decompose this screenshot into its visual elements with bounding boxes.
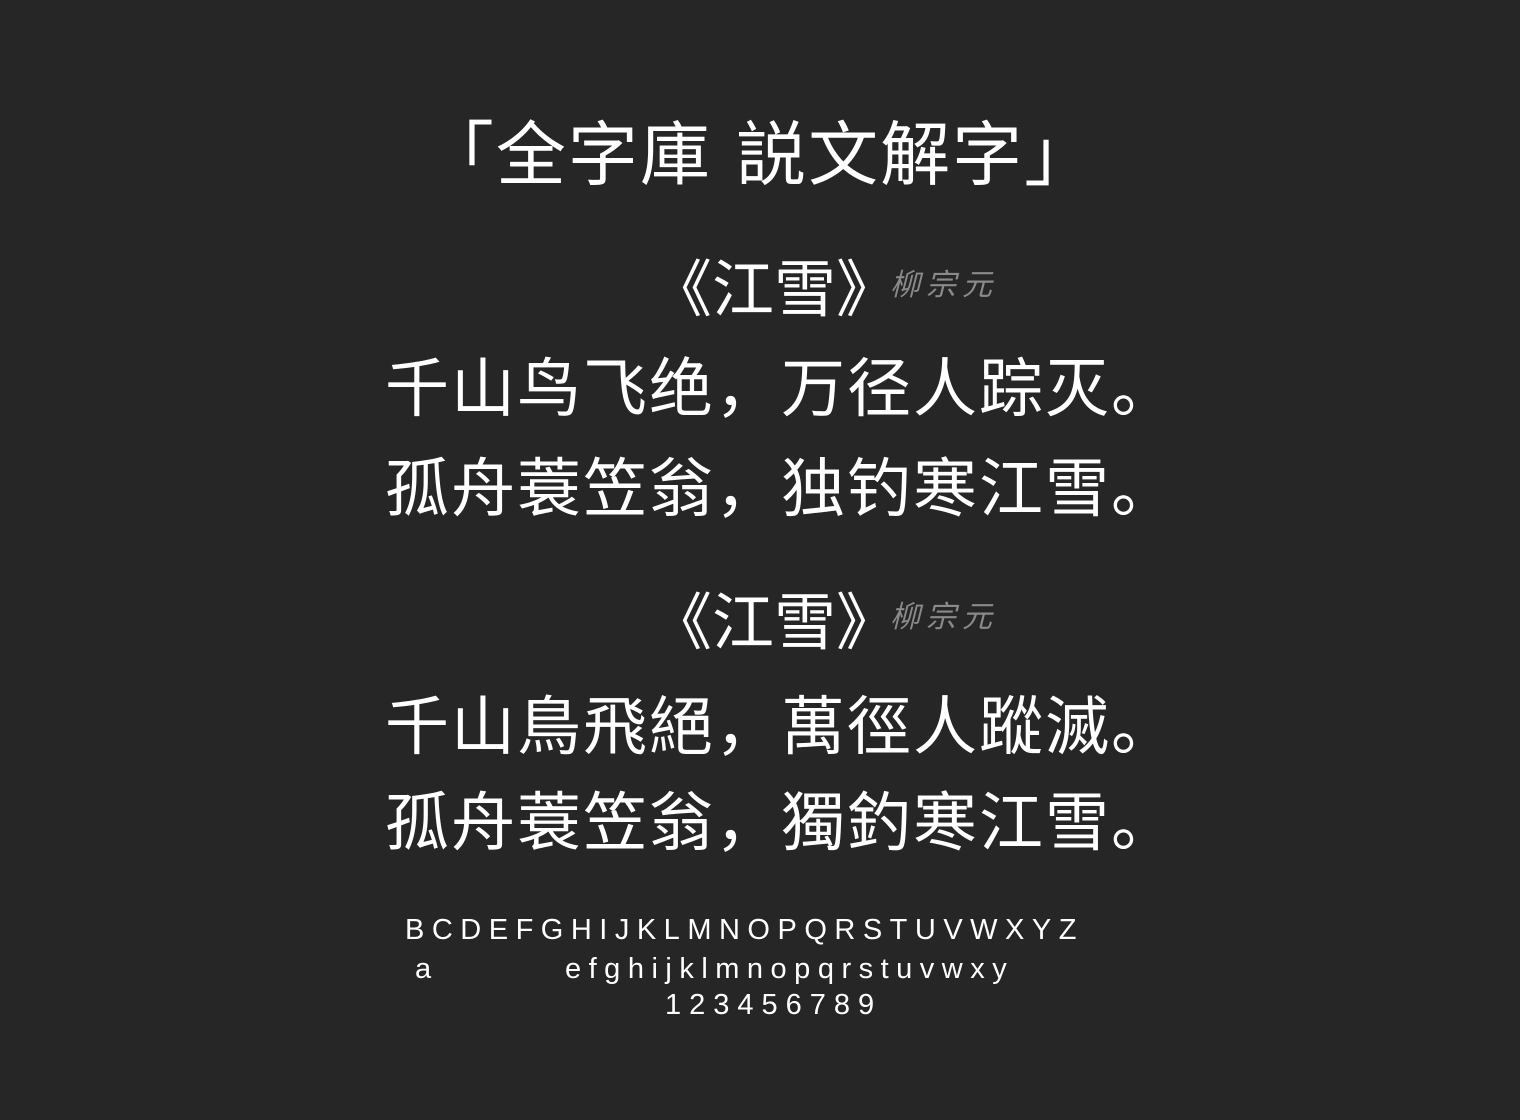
uppercase-sample: BCDEFGHIJKLMNOPQRSTUVWXYZ <box>405 914 1084 946</box>
digits-sample: 123456789 <box>665 989 883 1021</box>
poem-title-traditional: 《江雪》 <box>650 586 899 659</box>
lowercase-sample-a: a <box>415 953 439 985</box>
poem-line-traditional-1: 千山鳥飛絕，萬徑人蹤滅。 <box>385 691 1177 765</box>
poem-author-simplified: 柳宗元 <box>890 268 998 303</box>
poem-author-traditional: 柳宗元 <box>890 600 998 635</box>
poem-line-traditional-2: 孤舟蓑笠翁，獨釣寒江雪。 <box>385 787 1177 861</box>
poem-title-simplified: 《江雪》 <box>650 253 899 326</box>
lowercase-sample: efghijklmnopqrstuvwxy <box>565 953 1015 985</box>
poem-line-simplified-2: 孤舟蓑笠翁，独钓寒江雪。 <box>385 453 1177 527</box>
poem-line-simplified-1: 千山鸟飞绝，万径人踪灭。 <box>385 353 1177 427</box>
font-title: 「全字庫 説文解字」 <box>423 114 1097 196</box>
